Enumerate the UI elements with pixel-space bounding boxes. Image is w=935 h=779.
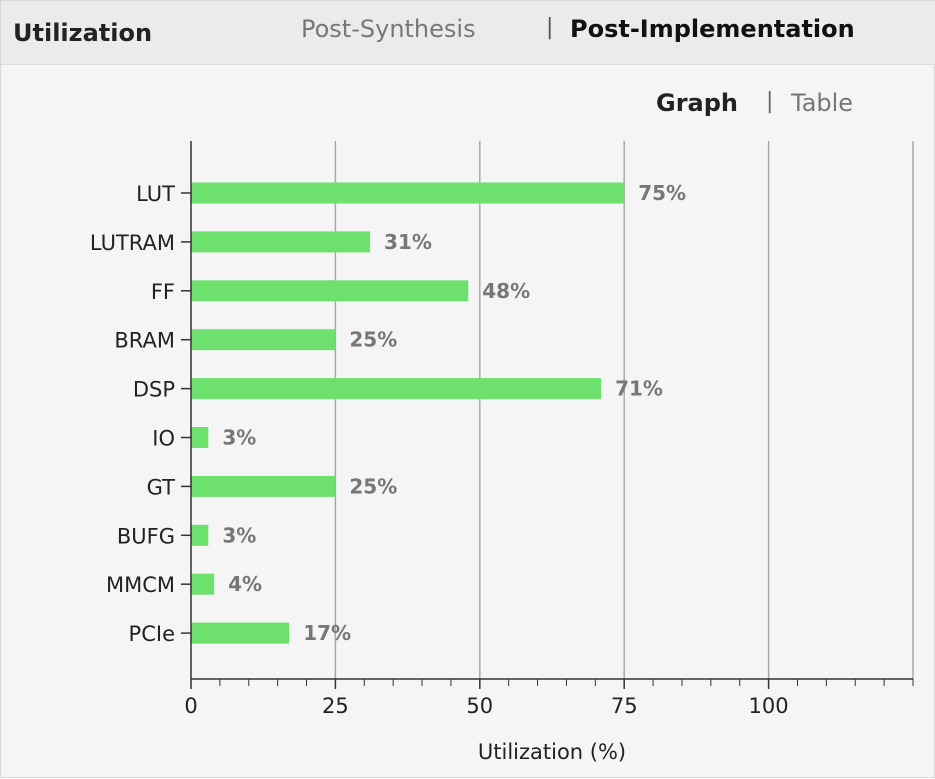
category-label-dsp: DSP [133,378,175,402]
value-label-dsp: 71% [615,377,663,401]
category-label-io: IO [152,427,175,451]
category-label-lutram: LUTRAM [90,231,175,255]
axes: LUT LUTRAM FF BRAM DSP IO GT BUFG MMCM PCIe 0 25 50 7… [90,141,914,718]
bar-pcie [191,622,290,644]
category-label-bram: BRAM [114,329,175,353]
tab-post-implementation[interactable]: Post-Implementation [570,15,855,43]
bar-bram [191,329,336,351]
bar-bufg [191,524,209,546]
category-label-bufg: BUFG [117,524,175,548]
value-label-bram: 25% [349,328,397,352]
view-toggle-separator: | [766,89,774,114]
tab-separator: | [546,15,554,40]
value-label-pcie: 17% [303,621,351,645]
panel-title: Utilization [13,19,153,47]
view-toggle-table[interactable]: Table [791,89,854,117]
category-label-pcie: PCIe [129,622,175,646]
x-tick-label: 100 [749,694,789,718]
bar-io [191,427,209,448]
panel-header: Utilization Post-Synthesis | Post-Implem… [1,1,935,65]
grid-lines [334,141,914,679]
x-tick-label: 75 [611,694,638,718]
category-label-gt: GT [147,475,176,499]
x-axis-title: Utilization (%) [478,740,626,764]
category-label-mmcm: MMCM [106,573,175,597]
value-label-lut: 75% [638,181,686,205]
value-label-gt: 25% [349,474,397,498]
bar-lutram [191,231,371,253]
value-label-io: 3% [222,426,256,450]
tab-post-synthesis[interactable]: Post-Synthesis [301,15,476,43]
x-tick-label: 50 [466,694,493,718]
bars: 75% 31% 48% 25% 71% 3% 25% 3% 4% 17% [191,181,686,645]
value-label-mmcm: 4% [228,572,262,596]
category-label-lut: LUT [136,182,175,206]
bar-gt [191,475,336,497]
x-tick-label: 0 [184,694,197,718]
bar-dsp [191,378,602,400]
x-tick-label: 25 [322,694,349,718]
value-label-bufg: 3% [222,523,256,547]
category-label-ff: FF [151,280,175,304]
bar-ff [191,280,469,302]
value-label-ff: 48% [482,279,530,303]
bar-mmcm [191,573,215,595]
view-toggle-graph[interactable]: Graph [656,89,738,117]
bar-lut [191,182,625,204]
value-label-lutram: 31% [384,230,432,254]
